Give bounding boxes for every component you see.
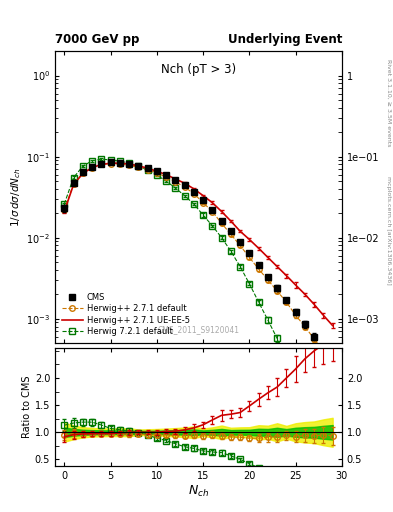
Y-axis label: $1/\sigma\,d\sigma/dN_{ch}$: $1/\sigma\,d\sigma/dN_{ch}$ [9,167,24,227]
Text: CMS_2011_S9120041: CMS_2011_S9120041 [158,325,239,334]
Text: mcplots.cern.ch [arXiv:1306.3436]: mcplots.cern.ch [arXiv:1306.3436] [386,176,391,285]
Legend: CMS, Herwig++ 2.7.1 default, Herwig++ 2.7.1 UE-EE-5, Herwig 7.2.1 default: CMS, Herwig++ 2.7.1 default, Herwig++ 2.… [59,290,192,339]
Text: Rivet 3.1.10, ≥ 3.5M events: Rivet 3.1.10, ≥ 3.5M events [386,59,391,146]
Text: Underlying Event: Underlying Event [228,33,342,46]
Text: Nch (pT > 3): Nch (pT > 3) [161,63,236,76]
X-axis label: $N_{ch}$: $N_{ch}$ [188,483,209,499]
Y-axis label: Ratio to CMS: Ratio to CMS [22,376,32,438]
Text: 7000 GeV pp: 7000 GeV pp [55,33,140,46]
